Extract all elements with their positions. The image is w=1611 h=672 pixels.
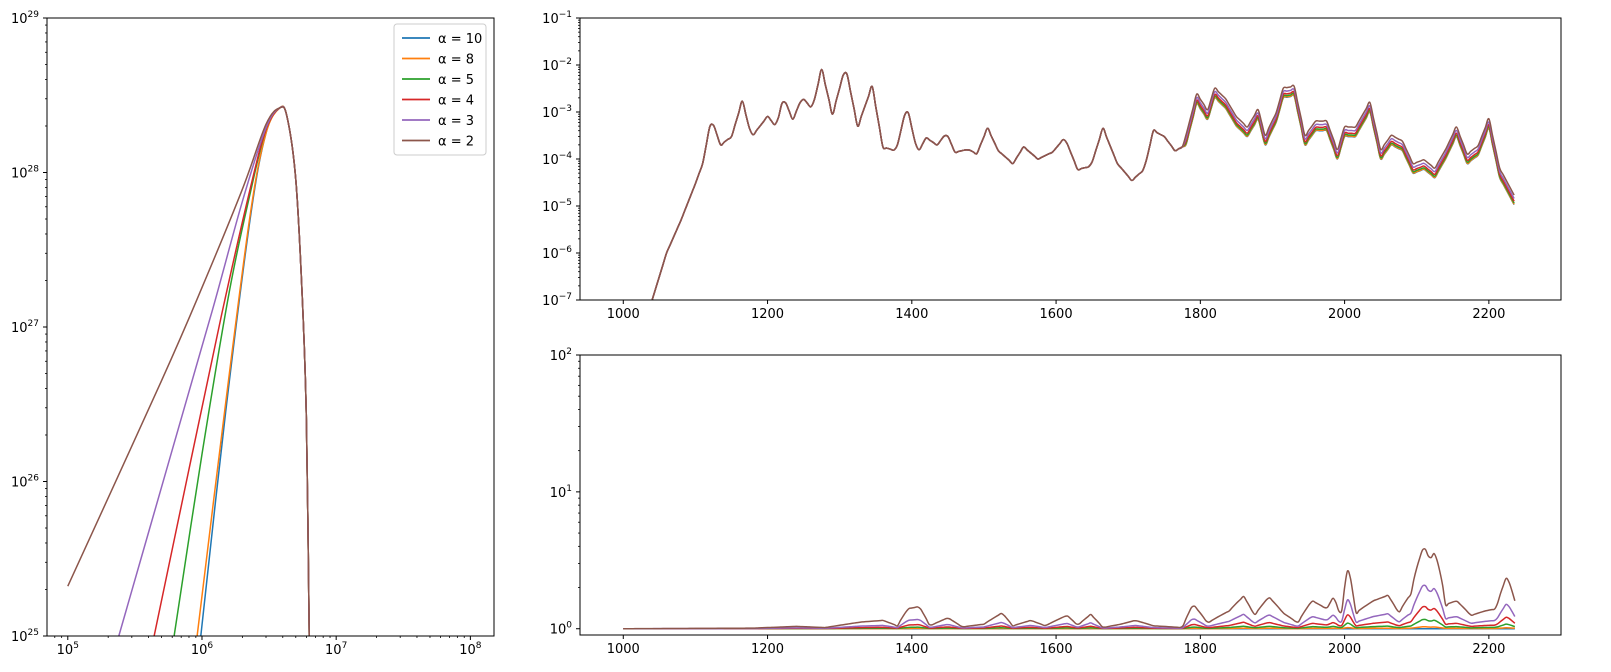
legend-label: α = 3 [438,114,474,129]
top-right-x-tick-label: 1200 [751,307,784,322]
top-right-frame [579,17,1562,301]
left-y-tick-label: 1026 [11,474,39,491]
top-right-x-tick-label: 2200 [1472,307,1505,322]
bottom-right-axes: 1000 1200 1400 1600 1800 2000 2200 100 101 102 [550,347,1562,657]
bottom-right-x-tick-label: 1000 [607,642,640,657]
left-axes: 105 106 107 108 1025 1026 1027 1028 1029 [11,10,495,658]
bottom-right-series-line [623,548,1516,630]
left-series-line [118,105,310,636]
bottom-right-x-tick-label: 1800 [1184,642,1217,657]
top-right-lines [651,68,1515,300]
legend-box [393,23,487,156]
top-right-x-tick-label: 1600 [1040,307,1073,322]
top-right-x-tick-label: 1000 [607,307,640,322]
top-right-y-tick-label: 10−2 [542,57,572,74]
bottom-right-x-tick-label: 1400 [895,642,928,657]
left-series-line [196,105,310,636]
legend: α = 10 α = 8 α = 5 α = 4 α = 3 α = 2 [393,23,487,156]
left-series-line [67,106,310,636]
left-y-tick-label: 1027 [11,319,39,336]
bottom-right-x-tick-label: 2000 [1328,642,1361,657]
top-right-y-tick-label: 10−1 [542,10,572,27]
left-lines [67,105,310,636]
top-right-x-tick-label: 2000 [1328,307,1361,322]
top-right-x-tick-label: 1800 [1184,307,1217,322]
bottom-right-series-line [623,584,1516,630]
left-x-tick-label: 105 [57,641,79,658]
bottom-right-y-tick-label: 101 [550,484,572,501]
top-right-y-tick-label: 10−6 [542,245,572,262]
bottom-right-lines [623,548,1516,630]
left-y-tick-label: 1025 [11,628,39,645]
left-y-tick-label: 1028 [11,165,39,182]
top-right-y-tick-label: 10−5 [542,198,572,215]
legend-label: α = 5 [438,73,474,88]
legend-label: α = 4 [438,94,474,109]
left-x-tick-label: 107 [325,641,347,658]
left-x-tick-label: 106 [191,641,214,658]
top-right-series-line [651,68,1515,300]
legend-label: α = 2 [438,135,474,150]
bottom-right-y-tick-label: 100 [550,621,573,638]
top-right-x-tick-label: 1400 [895,307,928,322]
bottom-right-x-tick-label: 2200 [1472,642,1505,657]
bottom-right-x-tick-label: 1200 [751,642,784,657]
top-right-y-tick-label: 10−7 [542,292,572,309]
legend-label: α = 10 [438,32,482,47]
bottom-right-y-tick-label: 102 [550,347,572,364]
bottom-right-frame [579,354,1562,636]
legend-label: α = 8 [438,53,474,68]
left-y-tick-label: 1029 [11,10,39,27]
top-right-y-tick-label: 10−3 [542,104,572,121]
top-right-axes: 1000 1200 1400 1600 1800 2000 2200 10−7 10−6 10−5… [542,10,1562,322]
left-series-line [153,105,310,636]
top-right-y-tick-label: 10−4 [542,151,572,168]
left-x-tick-label: 108 [459,641,482,658]
bottom-right-x-tick-label: 1600 [1040,642,1073,657]
